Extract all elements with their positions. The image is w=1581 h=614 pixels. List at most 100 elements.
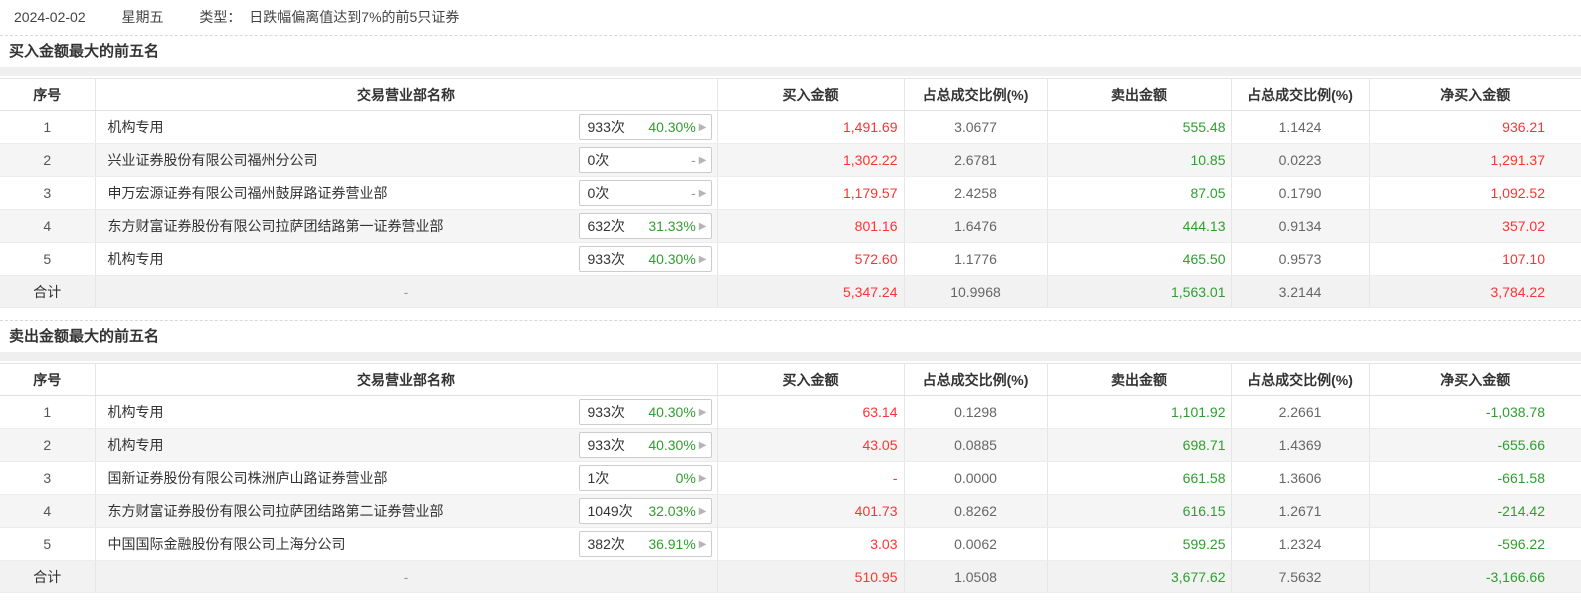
buy-amount-cell: 3.03 — [717, 527, 905, 561]
chevron-right-icon: ▶ — [698, 538, 707, 550]
branch-name-link[interactable]: 中国国际金融股份有限公司上海分公司 — [107, 536, 346, 552]
type-label: 类型： — [199, 9, 242, 25]
branch-name-link[interactable]: 机构专用 — [107, 251, 164, 267]
branch-cell-inner: 东方财富证券股份有限公司拉萨团结路第一证券营业部 632次 31.33% ▶ — [96, 210, 717, 242]
weekday: 星期五 — [121, 9, 164, 25]
badge-percent: 32.03% — [648, 503, 696, 519]
buy-amount-cell: 1,302.22 — [717, 143, 905, 177]
chevron-right-icon: ▶ — [698, 220, 707, 232]
table-row: 4 东方财富证券股份有限公司拉萨团结路第一证券营业部 632次 31.33% ▶… — [0, 209, 1581, 243]
branch-cell-inner: 机构专用 933次 40.30% ▶ — [96, 429, 717, 461]
branch-stats-badge[interactable]: 1049次 32.03% ▶ — [578, 498, 712, 524]
branch-stats-badge[interactable]: 933次 40.30% ▶ — [578, 246, 712, 272]
sell-ratio-cell: 0.1790 — [1231, 176, 1370, 210]
badge-count: 933次 — [587, 251, 625, 267]
col-header-branch: 交易营业部名称 — [95, 78, 718, 111]
total-sell-amount-cell: 3,677.62 — [1047, 560, 1232, 593]
chevron-right-icon: ▶ — [698, 439, 707, 451]
sell-ratio-cell: 0.9573 — [1231, 242, 1370, 276]
branch-stats-badge[interactable]: 933次 40.30% ▶ — [578, 114, 712, 140]
total-branch-dash: - — [95, 560, 718, 593]
badge-percent: 0% — [675, 470, 696, 486]
date-bar: 2024-02-02 星期五 类型： 日跌幅偏离值达到7%的前5只证券 — [0, 0, 1581, 36]
buy-amount-cell: 1,491.69 — [717, 110, 905, 144]
badge-percent: - — [691, 152, 696, 168]
buy-section-title: 买入金额最大的前五名 — [9, 43, 160, 60]
buy-ratio-cell: 0.0885 — [904, 428, 1048, 462]
branch-name-link[interactable]: 国新证券股份有限公司株洲庐山路证券营业部 — [107, 470, 388, 486]
sell-amount-cell: 555.48 — [1047, 110, 1232, 144]
chevron-right-icon: ▶ — [698, 121, 707, 133]
total-row: 合计 - 5,347.24 10.9968 1,563.01 3.2144 3,… — [0, 275, 1581, 308]
buy-amount-cell: 43.05 — [717, 428, 905, 462]
branch-stats-badge[interactable]: 1次 0% ▶ — [578, 465, 712, 491]
total-net-amount-cell: 3,784.22 — [1369, 275, 1581, 308]
section-divider-strip — [0, 67, 1581, 76]
sell-ratio-cell: 0.9134 — [1231, 209, 1370, 243]
rank-cell: 1 — [0, 110, 96, 144]
badge-percent: - — [691, 185, 696, 201]
branch-stats-badge[interactable]: 382次 36.91% ▶ — [578, 531, 712, 557]
branch-cell: 中国国际金融股份有限公司上海分公司 382次 36.91% ▶ — [95, 527, 718, 561]
total-label: 合计 — [0, 275, 96, 308]
badge-count: 632次 — [587, 218, 625, 234]
buy-ratio-cell: 0.8262 — [904, 494, 1048, 528]
net-amount-cell: -1,038.78 — [1369, 395, 1581, 429]
badge-count: 382次 — [587, 536, 625, 552]
total-buy-amount-cell: 5,347.24 — [717, 275, 905, 308]
branch-name-link[interactable]: 机构专用 — [107, 437, 164, 453]
branch-stats-badge[interactable]: 0次 - ▶ — [578, 180, 712, 206]
buy-table: 序号 交易营业部名称 买入金额 占总成交比例(%) 卖出金额 占总成交比例(%)… — [0, 78, 1581, 308]
net-amount-cell: -661.58 — [1369, 461, 1581, 495]
branch-stats-badge[interactable]: 933次 40.30% ▶ — [578, 432, 712, 458]
chevron-right-icon: ▶ — [698, 253, 707, 265]
col-header-buy-ratio: 占总成交比例(%) — [904, 363, 1048, 396]
total-buy-amount-cell: 510.95 — [717, 560, 905, 593]
table-header-row: 序号 交易营业部名称 买入金额 占总成交比例(%) 卖出金额 占总成交比例(%)… — [0, 78, 1581, 111]
sell-amount-cell: 87.05 — [1047, 176, 1232, 210]
badge-percent: 40.30% — [648, 251, 696, 267]
sell-amount-cell: 698.71 — [1047, 428, 1232, 462]
badge-count: 933次 — [587, 437, 625, 453]
rank-cell: 2 — [0, 428, 96, 462]
branch-stats-badge[interactable]: 632次 31.33% ▶ — [578, 213, 712, 239]
branch-name-link[interactable]: 申万宏源证券有限公司福州鼓屏路证券营业部 — [107, 185, 388, 201]
branch-name-link[interactable]: 机构专用 — [107, 404, 164, 420]
buy-amount-cell: 572.60 — [717, 242, 905, 276]
branch-cell-inner: 机构专用 933次 40.30% ▶ — [96, 243, 717, 275]
sell-amount-cell: 444.13 — [1047, 209, 1232, 243]
table-header-row: 序号 交易营业部名称 买入金额 占总成交比例(%) 卖出金额 占总成交比例(%)… — [0, 363, 1581, 396]
branch-stats-badge[interactable]: 933次 40.30% ▶ — [578, 399, 712, 425]
sell-amount-cell: 1,101.92 — [1047, 395, 1232, 429]
branch-stats-badge[interactable]: 0次 - ▶ — [578, 147, 712, 173]
branch-cell: 机构专用 933次 40.30% ▶ — [95, 242, 718, 276]
sell-amount-cell: 465.50 — [1047, 242, 1232, 276]
buy-ratio-cell: 0.1298 — [904, 395, 1048, 429]
net-amount-cell: -214.42 — [1369, 494, 1581, 528]
table-row: 1 机构专用 933次 40.30% ▶ 1,491.69 3.0677 555… — [0, 110, 1581, 144]
net-amount-cell: -596.22 — [1369, 527, 1581, 561]
badge-percent: 36.91% — [648, 536, 696, 552]
table-row: 2 机构专用 933次 40.30% ▶ 43.05 0.0885 698.71… — [0, 428, 1581, 462]
buy-ratio-cell: 3.0677 — [904, 110, 1048, 144]
section-divider-strip — [0, 352, 1581, 361]
chevron-right-icon: ▶ — [698, 505, 707, 517]
branch-cell: 机构专用 933次 40.30% ▶ — [95, 428, 718, 462]
table-row: 5 中国国际金融股份有限公司上海分公司 382次 36.91% ▶ 3.03 0… — [0, 527, 1581, 561]
buy-amount-cell: - — [717, 461, 905, 495]
rank-cell: 2 — [0, 143, 96, 177]
branch-name-link[interactable]: 兴业证券股份有限公司福州分公司 — [107, 152, 318, 168]
buy-ratio-cell: 1.6476 — [904, 209, 1048, 243]
badge-count: 0次 — [587, 185, 610, 201]
net-amount-cell: -655.66 — [1369, 428, 1581, 462]
branch-cell: 机构专用 933次 40.30% ▶ — [95, 395, 718, 429]
total-buy-ratio-cell: 1.0508 — [904, 560, 1048, 593]
badge-count: 933次 — [587, 404, 625, 420]
branch-name-link[interactable]: 东方财富证券股份有限公司拉萨团结路第一证券营业部 — [107, 218, 444, 234]
buy-amount-cell: 801.16 — [717, 209, 905, 243]
branch-name-link[interactable]: 机构专用 — [107, 119, 164, 135]
branch-name-link[interactable]: 东方财富证券股份有限公司拉萨团结路第二证券营业部 — [107, 503, 444, 519]
table-row: 1 机构专用 933次 40.30% ▶ 63.14 0.1298 1,101.… — [0, 395, 1581, 429]
sell-amount-cell: 661.58 — [1047, 461, 1232, 495]
sell-section-title: 卖出金额最大的前五名 — [9, 328, 160, 345]
